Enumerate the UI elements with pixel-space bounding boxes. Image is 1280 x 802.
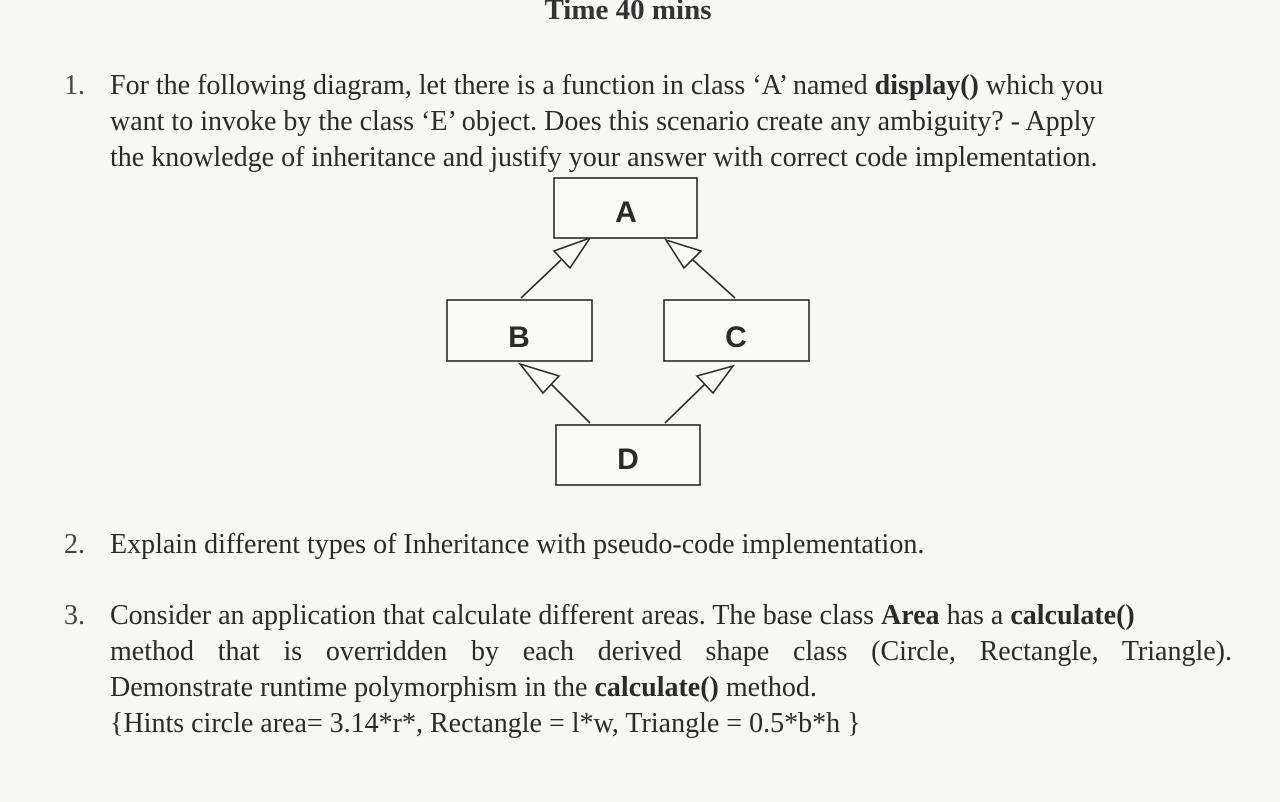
question-3: 3. Consider an application that calculat…: [64, 598, 1232, 742]
question-text-line: Demonstrate runtime polymorphism in the …: [110, 670, 1232, 706]
node-label: A: [615, 196, 637, 229]
arrowhead-d-to-c: [695, 364, 736, 395]
node-label: B: [508, 321, 530, 354]
class-node-d: D: [555, 424, 701, 486]
arrowhead-b-to-a: [552, 236, 593, 270]
node-label: C: [725, 321, 747, 354]
arrowhead-d-to-b: [517, 362, 561, 395]
question-text: For the following diagram, let there is …: [110, 70, 875, 101]
class-name: Area: [880, 600, 940, 631]
question-1: 1. For the following diagram, let there …: [64, 68, 1225, 176]
question-text-line: method that is overridden by each derive…: [110, 636, 1232, 667]
question-text-line: Explain different types of Inheritance w…: [110, 529, 925, 560]
arrowhead-c-to-a: [664, 238, 703, 270]
question-hint: {Hints circle area= 3.14*r*, Rectangle =…: [110, 708, 861, 739]
question-text-line: want to invoke by the class ‘E’ object. …: [110, 106, 1096, 137]
question-text: which you: [978, 70, 1104, 101]
question-number: 3.: [64, 600, 85, 631]
node-label: D: [617, 443, 639, 476]
question-number: 2.: [64, 529, 85, 560]
class-node-a: A: [553, 177, 698, 239]
question-text-line: the knowledge of inheritance and justify…: [110, 142, 1098, 173]
edge-d-to-c: [664, 383, 706, 424]
question-text-line: Consider an application that calculate d…: [110, 598, 1232, 634]
edge-d-to-b: [550, 383, 591, 424]
question-text: has a: [939, 600, 1011, 631]
question-number: 1.: [64, 70, 85, 101]
method-name: calculate(): [594, 672, 719, 703]
class-node-c: C: [663, 299, 810, 362]
question-text-line: For the following diagram, let there is …: [110, 68, 1225, 104]
function-name: display(): [874, 70, 979, 101]
method-name: calculate(): [1010, 600, 1135, 631]
question-text: method.: [718, 672, 817, 703]
page-title: Time 40 mins: [544, 0, 712, 26]
edge-b-to-a: [520, 259, 562, 299]
edge-c-to-a: [692, 259, 736, 299]
class-node-b: B: [446, 299, 593, 362]
question-2: 2. Explain different types of Inheritanc…: [64, 527, 1210, 563]
question-text: Consider an application that calculate d…: [110, 600, 881, 631]
question-text: Demonstrate runtime polymorphism in the: [110, 672, 595, 703]
